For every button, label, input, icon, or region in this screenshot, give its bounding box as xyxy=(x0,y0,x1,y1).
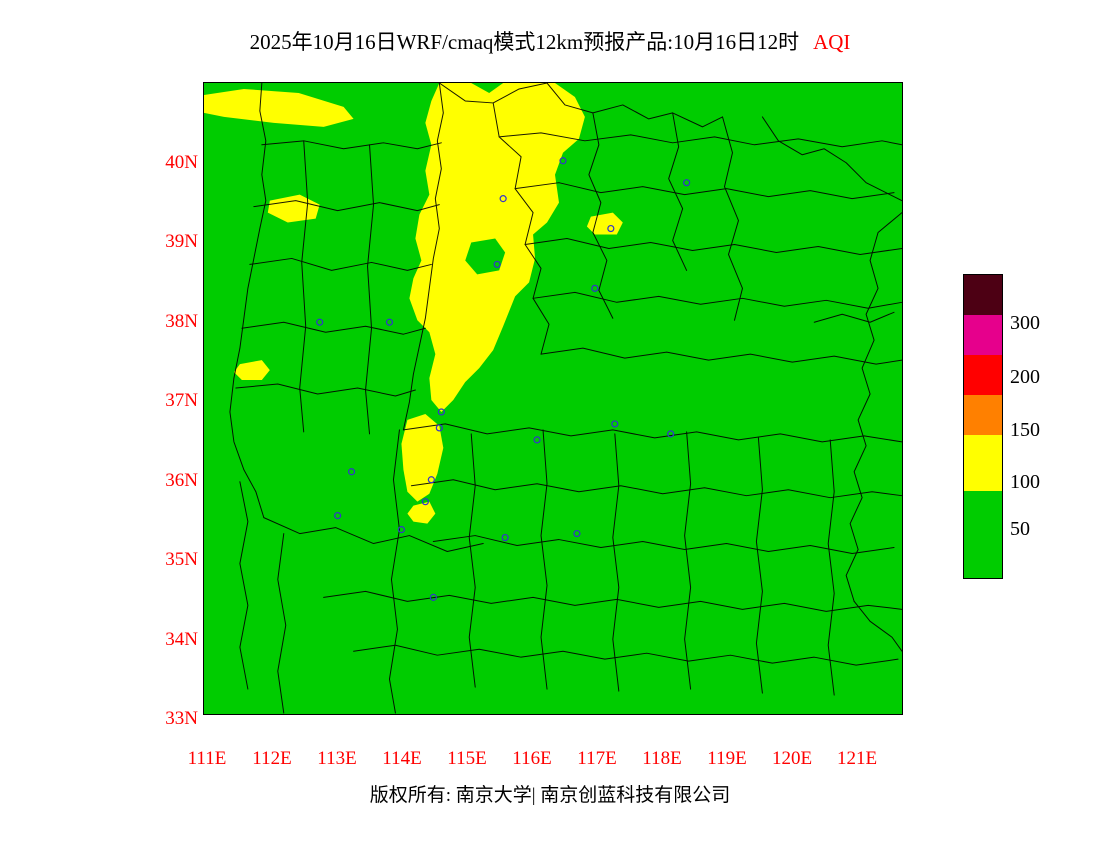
title-pollutant-label: AQI xyxy=(813,30,851,54)
copyright-footer: 版权所有: 南京大学| 南京创蓝科技有限公司 xyxy=(369,785,731,806)
lat-tick-37n: 37N xyxy=(165,390,198,411)
colorbar-segment-50-100 xyxy=(964,435,1002,491)
lat-tick-34n: 34N xyxy=(165,629,198,650)
lon-tick-121e: 121E xyxy=(836,748,878,769)
page-title: 2025年10月16日WRF/cmaq模式12km预报产品:10月16日12时 A… xyxy=(0,26,1100,56)
lon-tick-111e: 111E xyxy=(187,748,227,769)
lon-tick-116e: 116E xyxy=(512,748,552,769)
lon-tick-113e: 113E xyxy=(317,748,357,769)
colorbar-segment-200-300 xyxy=(964,315,1002,355)
colorbar-segment-0-50 xyxy=(964,491,1002,578)
colorbar-tick-50: 50 xyxy=(1010,518,1030,540)
lat-tick-33n: 33N xyxy=(165,708,198,729)
colorbar-tick-100: 100 xyxy=(1010,471,1040,493)
colorbar-segment-100-150 xyxy=(964,395,1002,435)
colorbar-segment-above-300 xyxy=(964,275,1002,315)
lon-tick-117e: 117E xyxy=(577,748,617,769)
moderate-aqi-layer xyxy=(204,83,623,524)
lon-tick-118e: 118E xyxy=(642,748,682,769)
lat-tick-40n: 40N xyxy=(165,152,198,173)
monitoring-station-markers xyxy=(316,157,691,601)
aqi-colorbar xyxy=(963,274,1003,579)
lon-tick-112e: 112E xyxy=(252,748,292,769)
lat-tick-39n: 39N xyxy=(165,231,198,252)
lon-tick-119e: 119E xyxy=(707,748,747,769)
colorbar-segment-150-200 xyxy=(964,355,1002,395)
colorbar-tick-300: 300 xyxy=(1010,312,1040,334)
lon-tick-114e: 114E xyxy=(382,748,422,769)
colorbar-tick-200: 200 xyxy=(1010,366,1040,388)
administrative-boundaries-layer xyxy=(229,83,902,714)
forecast-map[interactable] xyxy=(203,82,903,715)
lat-tick-36n: 36N xyxy=(165,470,198,491)
lon-tick-115e: 115E xyxy=(447,748,487,769)
lon-tick-120e: 120E xyxy=(771,748,813,769)
colorbar-tick-150: 150 xyxy=(1010,419,1040,441)
lat-tick-38n: 38N xyxy=(165,311,198,332)
lat-tick-35n: 35N xyxy=(165,549,198,570)
map-canvas xyxy=(204,83,902,714)
title-main-text: 2025年10月16日WRF/cmaq模式12km预报产品:10月16日12时 xyxy=(249,30,800,54)
